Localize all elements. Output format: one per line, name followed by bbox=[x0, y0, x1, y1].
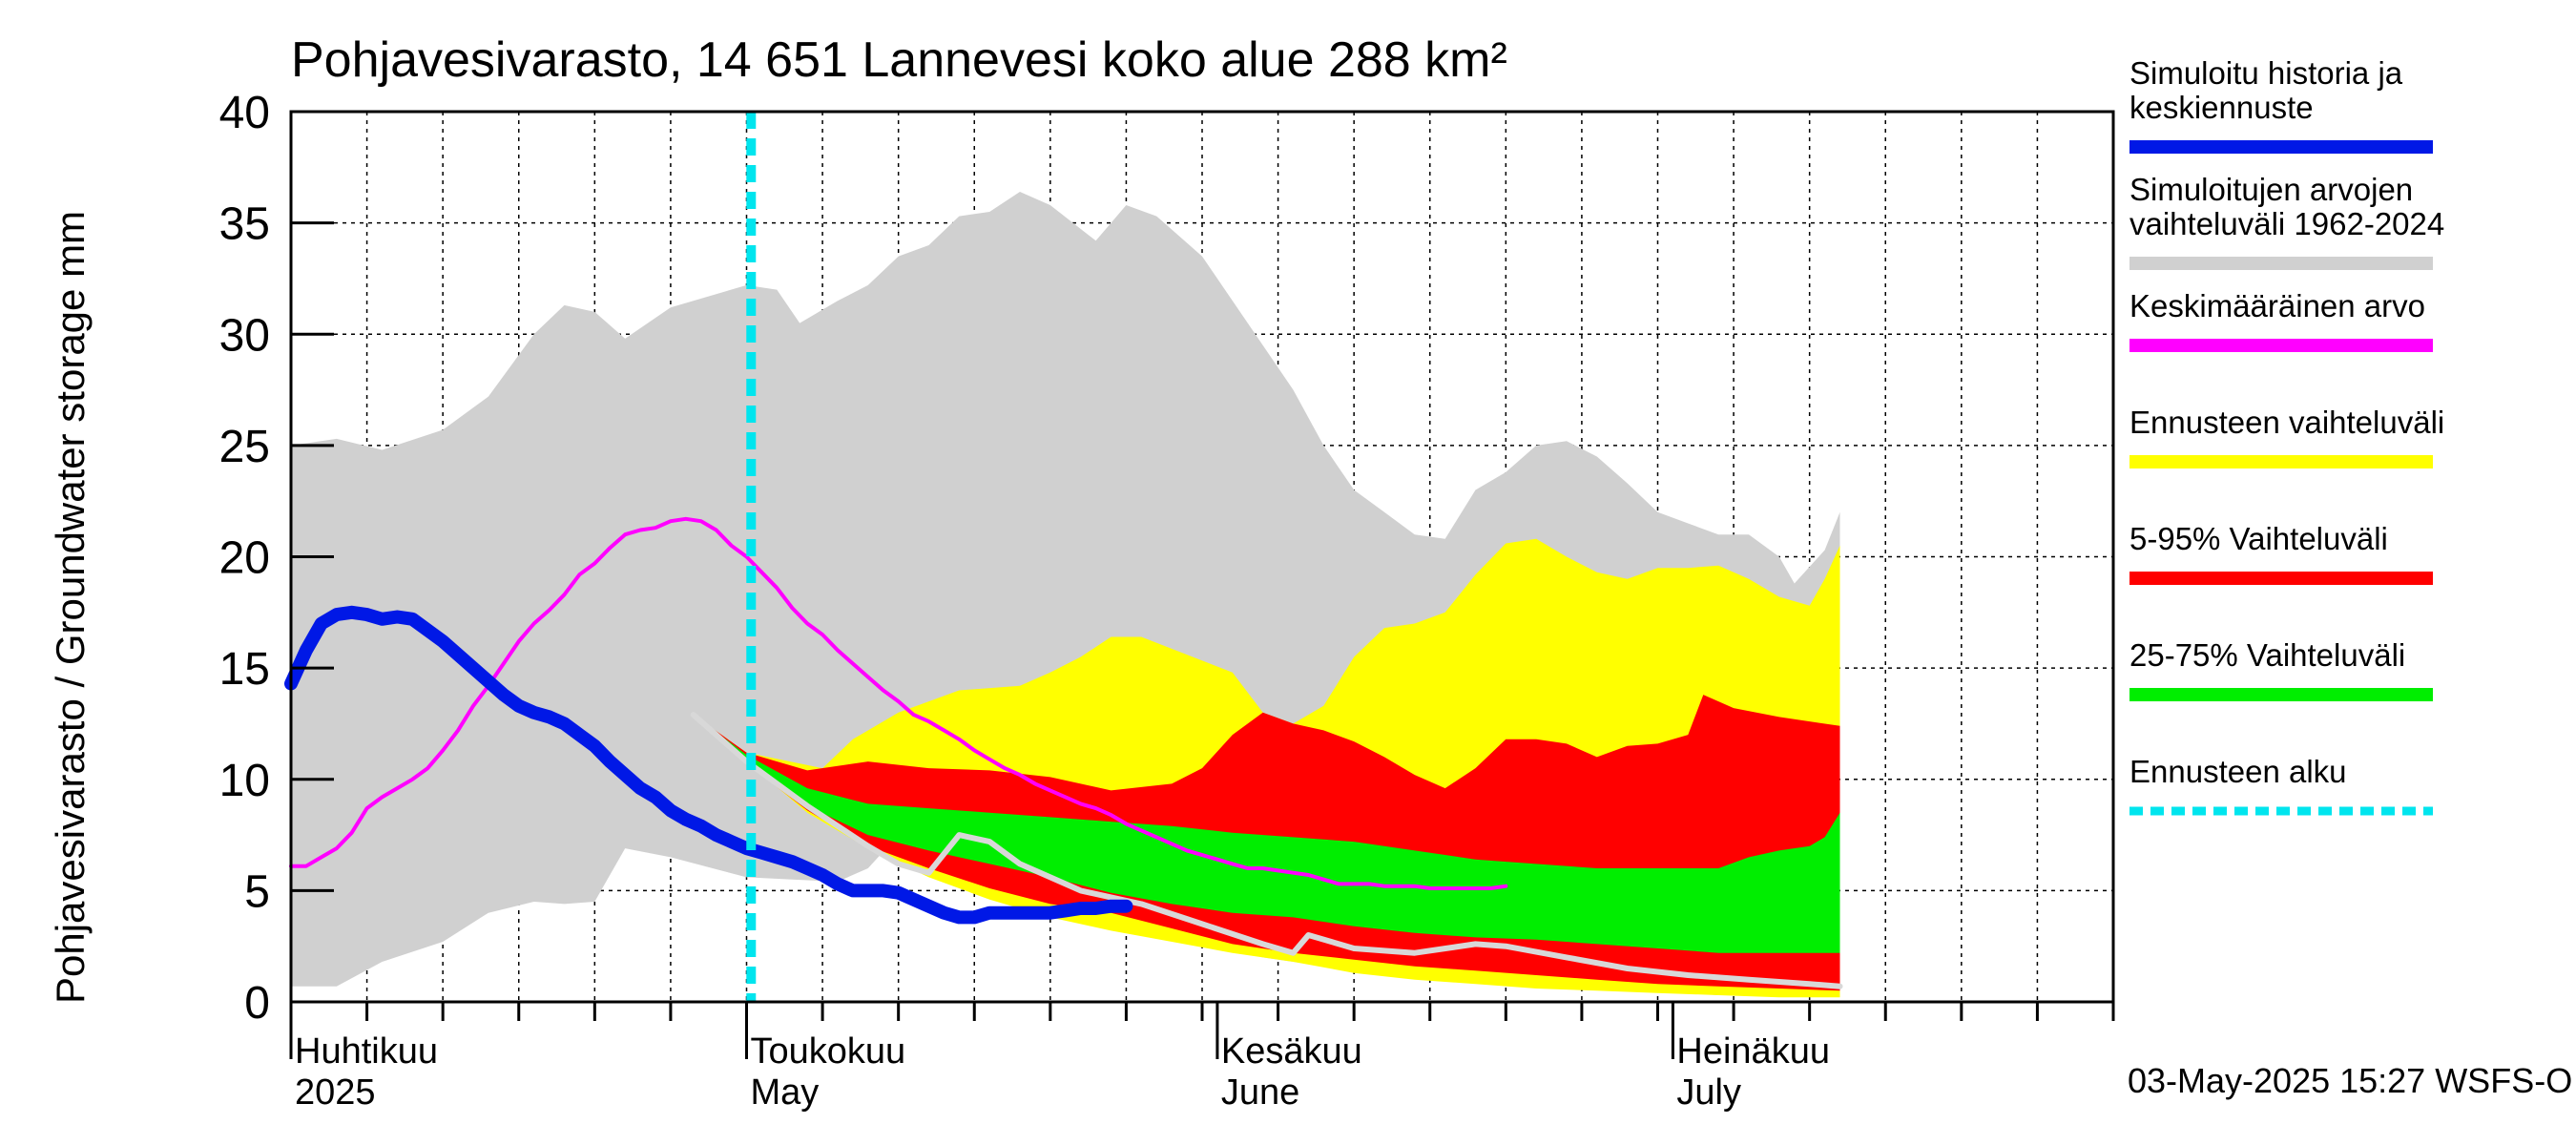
y-tick-label: 5 bbox=[244, 866, 270, 917]
y-tick-labels: 0 5 10 15 20 25 30 35 40 bbox=[219, 88, 270, 1029]
month-label-en: July bbox=[1676, 1072, 1741, 1113]
month-label-fi: Heinäkuu bbox=[1676, 1031, 1830, 1072]
y-tick-label: 20 bbox=[219, 533, 270, 584]
legend-label: vaihteluväli 1962-2024 bbox=[2129, 206, 2444, 241]
chart-title: Pohjavesivarasto, 14 651 Lannevesi koko … bbox=[291, 32, 1507, 88]
y-tick-label: 30 bbox=[219, 310, 270, 361]
month-label-fi: Toukokuu bbox=[751, 1031, 906, 1072]
month-label-en: June bbox=[1221, 1072, 1299, 1113]
forecast-low-scenario-line bbox=[690, 712, 1843, 989]
y-axis-label: Pohjavesivarasto / Groundwater storage m… bbox=[48, 211, 93, 1004]
y-tick-label: 10 bbox=[219, 756, 270, 806]
history-median-line bbox=[284, 605, 1133, 925]
legend-label: Ennusteen vaihteluväli bbox=[2129, 405, 2444, 440]
month-label-fi: Huhtikuu bbox=[295, 1031, 438, 1072]
y-tick-label: 25 bbox=[219, 422, 270, 472]
y-tick-label: 15 bbox=[219, 644, 270, 695]
legend-label: Simuloitu historia ja bbox=[2129, 55, 2403, 91]
legend-label: keskiennuste bbox=[2129, 90, 2314, 125]
legend-label: Simuloitujen arvojen bbox=[2129, 172, 2413, 207]
legend-label: 25-75% Vaihteluväli bbox=[2129, 637, 2405, 673]
month-label-en: 2025 bbox=[295, 1072, 376, 1113]
legend-label: 5-95% Vaihteluväli bbox=[2129, 521, 2388, 556]
month-label-en: May bbox=[751, 1072, 820, 1113]
axes bbox=[289, 110, 2115, 1059]
y-tick-label: 40 bbox=[219, 88, 270, 138]
month-label-fi: Kesäkuu bbox=[1221, 1031, 1362, 1072]
y-tick-label: 0 bbox=[244, 978, 270, 1029]
series-layer bbox=[284, 112, 1843, 1002]
footer-timestamp: 03-May-2025 15:27 WSFS-O bbox=[2128, 1061, 2572, 1100]
p25-75-band bbox=[693, 715, 1840, 953]
legend-label: Keskimääräinen arvo bbox=[2129, 288, 2425, 323]
y-tick-label: 35 bbox=[219, 199, 270, 250]
legend-label: Ennusteen alku bbox=[2129, 754, 2347, 789]
